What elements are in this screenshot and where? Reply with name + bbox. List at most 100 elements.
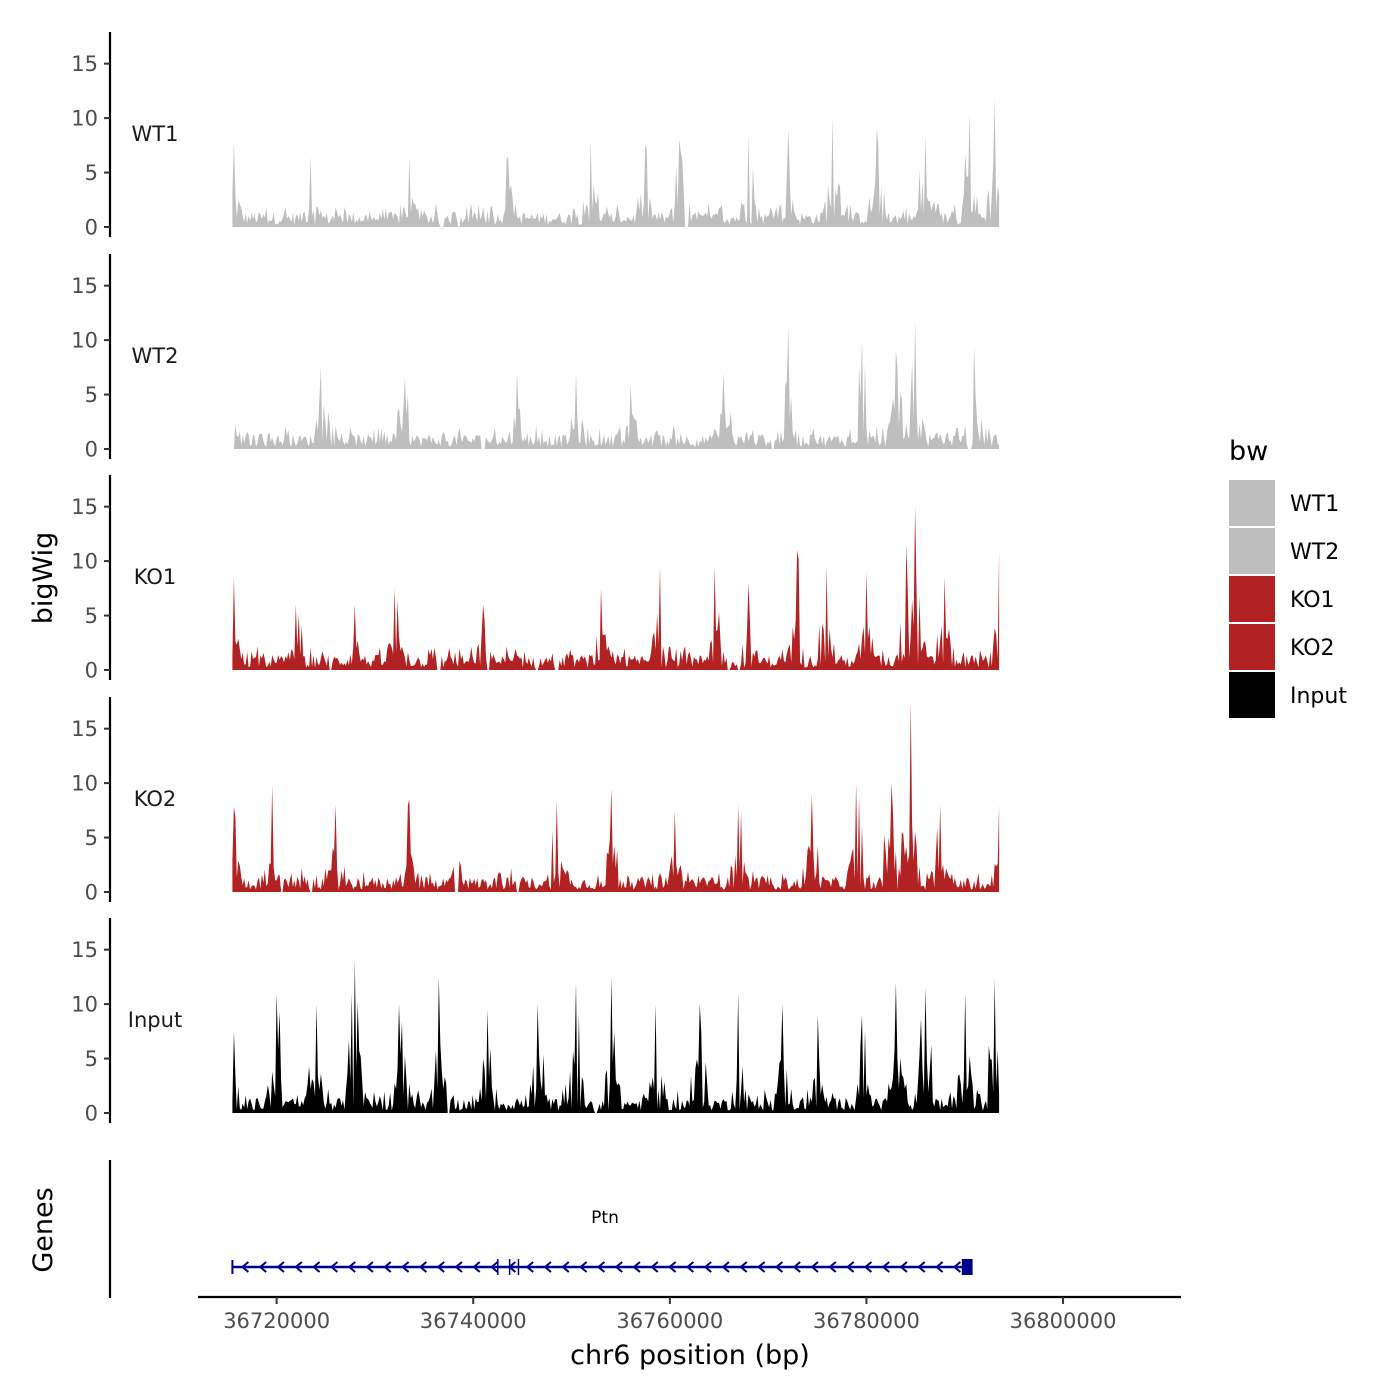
strand-arrow bbox=[668, 1261, 677, 1273]
strand-arrow bbox=[650, 1261, 659, 1273]
x-axis: 36720000 36740000 36760000 36780000 36800000 bbox=[198, 1295, 1181, 1333]
y-tick-label: 15 bbox=[71, 938, 98, 962]
strand-arrow bbox=[543, 1261, 552, 1273]
y-tick-label: 0 bbox=[85, 216, 98, 240]
legend-key bbox=[1229, 672, 1275, 718]
y-tick-label: 10 bbox=[71, 107, 98, 131]
strand-arrow bbox=[917, 1261, 926, 1273]
y-tick-label: 10 bbox=[71, 772, 98, 796]
y-tick-label: 5 bbox=[85, 826, 98, 850]
signal-area-wt1 bbox=[232, 98, 1000, 227]
legend-key bbox=[1229, 480, 1275, 526]
y-tick-label: 5 bbox=[85, 161, 98, 185]
legend-item-input: Input bbox=[1229, 672, 1347, 718]
signal-area-wt2 bbox=[232, 320, 1000, 449]
legend-item-ko1: KO1 bbox=[1229, 576, 1335, 622]
track-ko1: 0 5 10 15 KO1 bbox=[71, 475, 1000, 683]
signal-area-ko1 bbox=[232, 506, 1000, 670]
y-tick-label: 10 bbox=[71, 550, 98, 574]
strand-arrow bbox=[703, 1261, 712, 1273]
legend-label: KO2 bbox=[1290, 636, 1335, 661]
y-tick-label: 0 bbox=[85, 881, 98, 905]
strand-arrow bbox=[632, 1261, 641, 1273]
strand-arrow bbox=[721, 1261, 730, 1273]
strand-arrow bbox=[436, 1261, 445, 1273]
strand-arrow bbox=[258, 1261, 267, 1273]
track-label-wt2: WT2 bbox=[132, 344, 179, 368]
strand-arrow bbox=[490, 1261, 499, 1273]
strand-arrow bbox=[739, 1261, 748, 1273]
strand-arrow bbox=[418, 1261, 428, 1273]
strand-arrow bbox=[365, 1261, 374, 1273]
y-tick-label: 10 bbox=[71, 329, 98, 353]
legend-item-wt2: WT2 bbox=[1229, 528, 1339, 574]
x-tick-label: 36740000 bbox=[420, 1309, 527, 1333]
x-tick-label: 36760000 bbox=[616, 1309, 723, 1333]
strand-arrow bbox=[899, 1261, 908, 1273]
strand-arrow bbox=[881, 1261, 890, 1273]
y-tick-label: 0 bbox=[85, 1102, 98, 1126]
y-tick-label: 0 bbox=[85, 438, 98, 462]
track-label-ko1: KO1 bbox=[134, 565, 177, 589]
legend-label: KO1 bbox=[1290, 588, 1335, 613]
strand-arrow bbox=[525, 1261, 534, 1273]
y-axis-title: bigWig bbox=[28, 532, 59, 625]
legend-label: WT1 bbox=[1290, 492, 1339, 517]
gene-label: Ptn bbox=[591, 1208, 619, 1228]
strand-arrow bbox=[579, 1261, 588, 1273]
strand-arrow bbox=[596, 1261, 606, 1273]
strand-arrow bbox=[810, 1261, 819, 1273]
y-tick-label: 10 bbox=[71, 993, 98, 1017]
track-wt1: 0 5 10 15 WT1 bbox=[71, 32, 1000, 240]
strand-arrow bbox=[828, 1261, 837, 1273]
x-tick-label: 36720000 bbox=[223, 1309, 330, 1333]
x-tick-label: 36800000 bbox=[1010, 1309, 1117, 1333]
genes-panel: Ptn bbox=[108, 1160, 973, 1298]
y-tick-label: 15 bbox=[71, 495, 98, 519]
strand-arrow bbox=[792, 1261, 801, 1273]
track-input: 0 5 10 15 Input bbox=[71, 918, 1000, 1126]
strand-arrow bbox=[472, 1261, 481, 1273]
gene-ptn: Ptn bbox=[231, 1208, 973, 1275]
legend: WT1 WT2 KO1 KO2 Input bbox=[1229, 480, 1347, 718]
strand-arrow bbox=[347, 1261, 356, 1273]
x-axis-title: chr6 position (bp) bbox=[570, 1340, 810, 1371]
strand-arrow bbox=[561, 1261, 570, 1273]
legend-item-wt1: WT1 bbox=[1229, 480, 1339, 526]
y-tick-label: 5 bbox=[85, 1047, 98, 1071]
strand-arrow bbox=[294, 1261, 303, 1273]
strand-arrow bbox=[846, 1261, 855, 1273]
track-label-input: Input bbox=[128, 1008, 182, 1032]
strand-arrow bbox=[952, 1261, 962, 1273]
y-tick-label: 5 bbox=[85, 383, 98, 407]
strand-arrow bbox=[401, 1261, 410, 1273]
signal-area-input bbox=[232, 960, 1000, 1113]
strand-arrow bbox=[614, 1261, 623, 1273]
strand-arrow bbox=[329, 1261, 339, 1273]
y-tick-label: 15 bbox=[71, 717, 98, 741]
legend-key bbox=[1229, 576, 1275, 622]
strand-arrow bbox=[454, 1261, 463, 1273]
track-ko2: 0 5 10 15 KO2 bbox=[71, 697, 1000, 905]
strand-arrow bbox=[240, 1261, 250, 1273]
signal-area-ko2 bbox=[232, 701, 1000, 892]
track-label-ko2: KO2 bbox=[134, 787, 177, 811]
strand-arrow bbox=[935, 1261, 944, 1273]
legend-label: WT2 bbox=[1290, 540, 1339, 565]
track-label-wt1: WT1 bbox=[132, 122, 179, 146]
strand-arrow bbox=[276, 1261, 285, 1273]
x-tick-label: 36780000 bbox=[813, 1309, 920, 1333]
genes-track-title: Genes bbox=[28, 1187, 59, 1272]
strand-arrow bbox=[863, 1261, 873, 1273]
y-tick-label: 5 bbox=[85, 604, 98, 628]
strand-arrow bbox=[757, 1261, 766, 1273]
strand-arrow bbox=[774, 1261, 784, 1273]
gene-exon bbox=[961, 1259, 973, 1275]
y-tick-label: 15 bbox=[71, 274, 98, 298]
legend-item-ko2: KO2 bbox=[1229, 624, 1335, 670]
legend-title: bw bbox=[1229, 436, 1268, 467]
y-tick-label: 0 bbox=[85, 659, 98, 683]
strand-arrow bbox=[383, 1261, 392, 1273]
y-tick-label: 15 bbox=[71, 52, 98, 76]
